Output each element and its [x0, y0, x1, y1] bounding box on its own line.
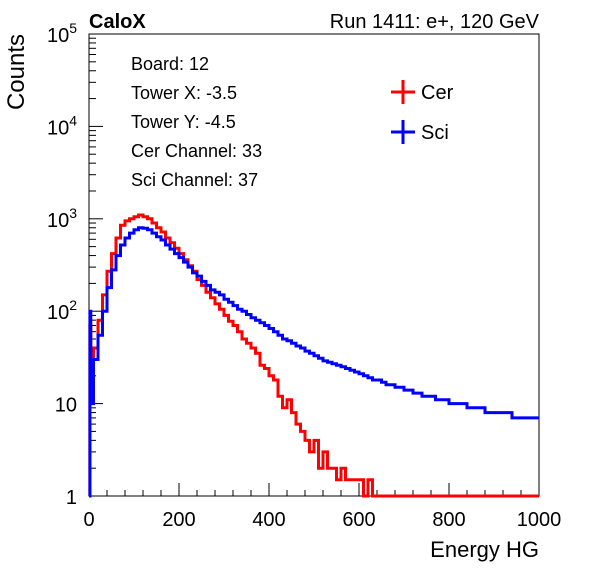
x-tick-label: 400 [252, 509, 285, 531]
x-tick-label: 1000 [517, 509, 562, 531]
legend-label: Sci [421, 122, 449, 144]
series-line-cer [88, 213, 539, 498]
info-box [117, 47, 357, 197]
info-line: Tower X: -3.5 [131, 83, 237, 103]
x-tick-label: 0 [83, 509, 94, 531]
x-tick-label: 600 [342, 509, 375, 531]
series-line-sci [88, 226, 539, 498]
info-line: Cer Channel: 33 [131, 141, 262, 161]
legend-label: Cer [421, 82, 454, 104]
x-tick-label: 200 [162, 509, 195, 531]
legend-entry-cer: Cer [391, 80, 454, 104]
y-tick-label: 1 [66, 487, 77, 509]
header-left-label: CaloX [89, 11, 146, 33]
y-tick-label: 105 [47, 20, 77, 47]
legend-entry-sci: Sci [391, 120, 449, 144]
y-tick-label: 102 [47, 297, 77, 324]
info-line: Sci Channel: 37 [131, 170, 258, 190]
x-axis-label: Energy HG [430, 537, 539, 562]
info-line: Board: 12 [131, 54, 209, 74]
y-tick-label: 10 [55, 395, 77, 417]
info-line: Tower Y: -4.5 [131, 112, 236, 132]
x-tick-label: 800 [432, 509, 465, 531]
header-right-label: Run 1411: e+, 120 GeV [330, 11, 540, 33]
y-tick-label: 103 [47, 205, 77, 232]
plot-frame [88, 33, 540, 497]
y-axis-label: Counts [3, 34, 30, 110]
y-tick-label: 104 [47, 112, 77, 139]
